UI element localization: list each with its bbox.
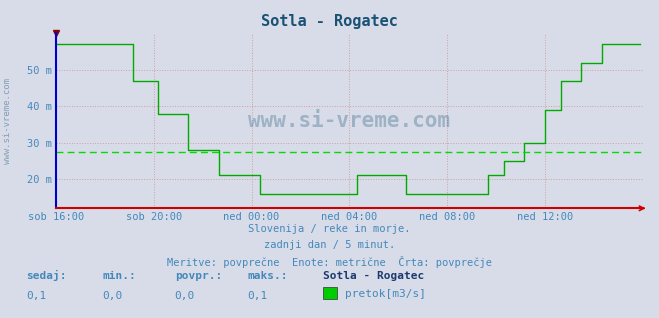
Text: 0,1: 0,1: [247, 291, 268, 301]
Text: 0,0: 0,0: [102, 291, 123, 301]
Text: pretok[m3/s]: pretok[m3/s]: [345, 289, 426, 299]
Text: www.si-vreme.com: www.si-vreme.com: [248, 111, 450, 131]
Text: Sotla - Rogatec: Sotla - Rogatec: [323, 272, 424, 281]
Text: Slovenija / reke in morje.: Slovenija / reke in morje.: [248, 224, 411, 234]
Text: 0,1: 0,1: [26, 291, 47, 301]
Text: Sotla - Rogatec: Sotla - Rogatec: [261, 14, 398, 29]
Text: 0,0: 0,0: [175, 291, 195, 301]
Text: maks.:: maks.:: [247, 272, 287, 281]
Text: povpr.:: povpr.:: [175, 272, 222, 281]
Text: zadnji dan / 5 minut.: zadnji dan / 5 minut.: [264, 240, 395, 250]
Text: min.:: min.:: [102, 272, 136, 281]
Text: Meritve: povprečne  Enote: metrične  Črta: povprečje: Meritve: povprečne Enote: metrične Črta:…: [167, 256, 492, 268]
Text: sedaj:: sedaj:: [26, 270, 67, 281]
Text: www.si-vreme.com: www.si-vreme.com: [3, 78, 13, 164]
